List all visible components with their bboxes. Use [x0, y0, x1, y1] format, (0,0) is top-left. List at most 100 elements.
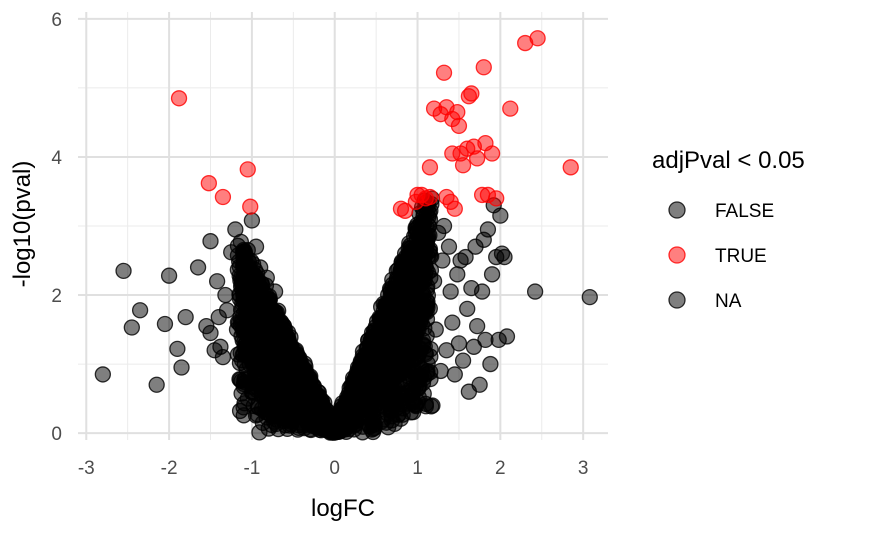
scatter-point-false [359, 376, 376, 393]
scatter-point-false [234, 257, 252, 274]
scatter-point-false [450, 335, 468, 352]
scatter-point-false [115, 262, 132, 280]
scatter-point-true [421, 188, 439, 206]
legend-label: NA [715, 291, 742, 312]
scatter-point-true [200, 175, 217, 192]
scatter-point-true [421, 159, 439, 176]
scatter-point-false [413, 259, 430, 276]
x-tick-labels: -3 -2 -1 0 1 2 3 [78, 458, 589, 479]
scatter-point-false [245, 383, 262, 400]
scatter-point-false [444, 314, 461, 331]
scatter-point-false [424, 397, 441, 414]
scatter-point-false [402, 404, 420, 421]
scatter-point-false [202, 233, 219, 250]
scatter-point-false [377, 383, 395, 400]
y-tick-label: 0 [51, 424, 62, 445]
scatter-point-false [131, 302, 149, 319]
scatter-point-false [419, 293, 436, 311]
scatter-point-false [435, 217, 453, 235]
scatter-point-false [394, 390, 411, 407]
scatter-point-false [376, 321, 393, 338]
scatter-point-false [214, 349, 232, 366]
scatter-point-true [449, 103, 466, 121]
scatter-point-false [274, 381, 291, 398]
scatter-point-false [276, 321, 294, 338]
y-tick-labels: 0 2 4 6 [51, 10, 62, 445]
scatter-points [94, 30, 598, 441]
legend-title: adjPval < 0.05 [652, 147, 805, 174]
scatter-point-false [156, 315, 174, 333]
scatter-point-false [498, 328, 516, 345]
scatter-point-false [372, 342, 389, 359]
scatter-point-false [399, 328, 416, 345]
scatter-point-false [160, 267, 178, 284]
scatter-point-true [488, 190, 505, 207]
scatter-point-false [496, 248, 513, 266]
scatter-point-false [243, 212, 261, 229]
scatter-point-false [473, 283, 491, 300]
scatter-point-false [189, 259, 207, 276]
scatter-point-true [529, 30, 546, 47]
legend-entries: FALSE TRUE NA [668, 201, 774, 312]
scatter-point-false [281, 349, 298, 366]
scatter-point-false [469, 317, 486, 335]
legend-label: FALSE [715, 201, 774, 222]
scatter-point-false [432, 362, 449, 380]
scatter-point-false [250, 324, 267, 342]
x-tick-label: -1 [243, 458, 260, 479]
scatter-point-true [454, 157, 472, 174]
scatter-point-true [469, 150, 486, 167]
scatter-point-true [396, 202, 414, 219]
scatter-point-false [417, 238, 434, 255]
scatter-point-false [416, 369, 433, 387]
scatter-point-true [483, 145, 501, 162]
legend-key [668, 291, 686, 309]
legend-key [668, 246, 686, 264]
scatter-point-false [367, 362, 385, 380]
x-tick-label: -2 [161, 458, 178, 479]
scatter-point-true [446, 200, 463, 217]
scatter-point-false [403, 294, 420, 311]
scatter-point-false [421, 210, 439, 228]
scatter-point-false [123, 319, 140, 336]
scatter-point-false [235, 293, 252, 311]
y-tick-label: 2 [51, 286, 62, 307]
scatter-point-false [289, 362, 306, 380]
scatter-point-false [384, 286, 401, 304]
legend: adjPval < 0.05 FALSE TRUE NA [652, 147, 805, 312]
x-tick-label: 3 [578, 458, 589, 479]
scatter-point-false [249, 351, 266, 369]
scatter-point-false [218, 302, 236, 319]
x-tick-label: 1 [412, 458, 423, 479]
x-tick-label: -3 [78, 458, 95, 479]
scatter-point-false [438, 342, 455, 359]
scatter-point-true [239, 161, 256, 178]
scatter-point-false [363, 390, 381, 407]
scatter-point-false [260, 395, 277, 413]
legend-key [668, 201, 686, 219]
scatter-point-false [380, 300, 397, 317]
scatter-point-false [440, 238, 458, 255]
scatter-point-false [228, 321, 246, 338]
scatter-point-false [173, 359, 190, 376]
scatter-point-true [435, 64, 453, 81]
scatter-point-false [231, 371, 248, 388]
scatter-point-false [427, 321, 444, 338]
scatter-point-true [170, 90, 188, 107]
scatter-point-false [258, 269, 275, 286]
scatter-point-true [502, 100, 519, 117]
scatter-point-false [283, 404, 300, 421]
scatter-point-false [247, 238, 265, 255]
x-tick-label: 0 [329, 458, 340, 479]
scatter-point-false [405, 307, 422, 324]
scatter-point-false [217, 286, 234, 304]
scatter-point-false [479, 221, 497, 238]
scatter-point-false [459, 300, 476, 317]
scatter-point-false [169, 340, 186, 358]
scatter-point-true [214, 188, 232, 206]
scatter-point-false [365, 420, 382, 437]
scatter-point-false [386, 362, 403, 380]
scatter-point-false [208, 273, 226, 290]
scatter-point-false [471, 376, 488, 393]
